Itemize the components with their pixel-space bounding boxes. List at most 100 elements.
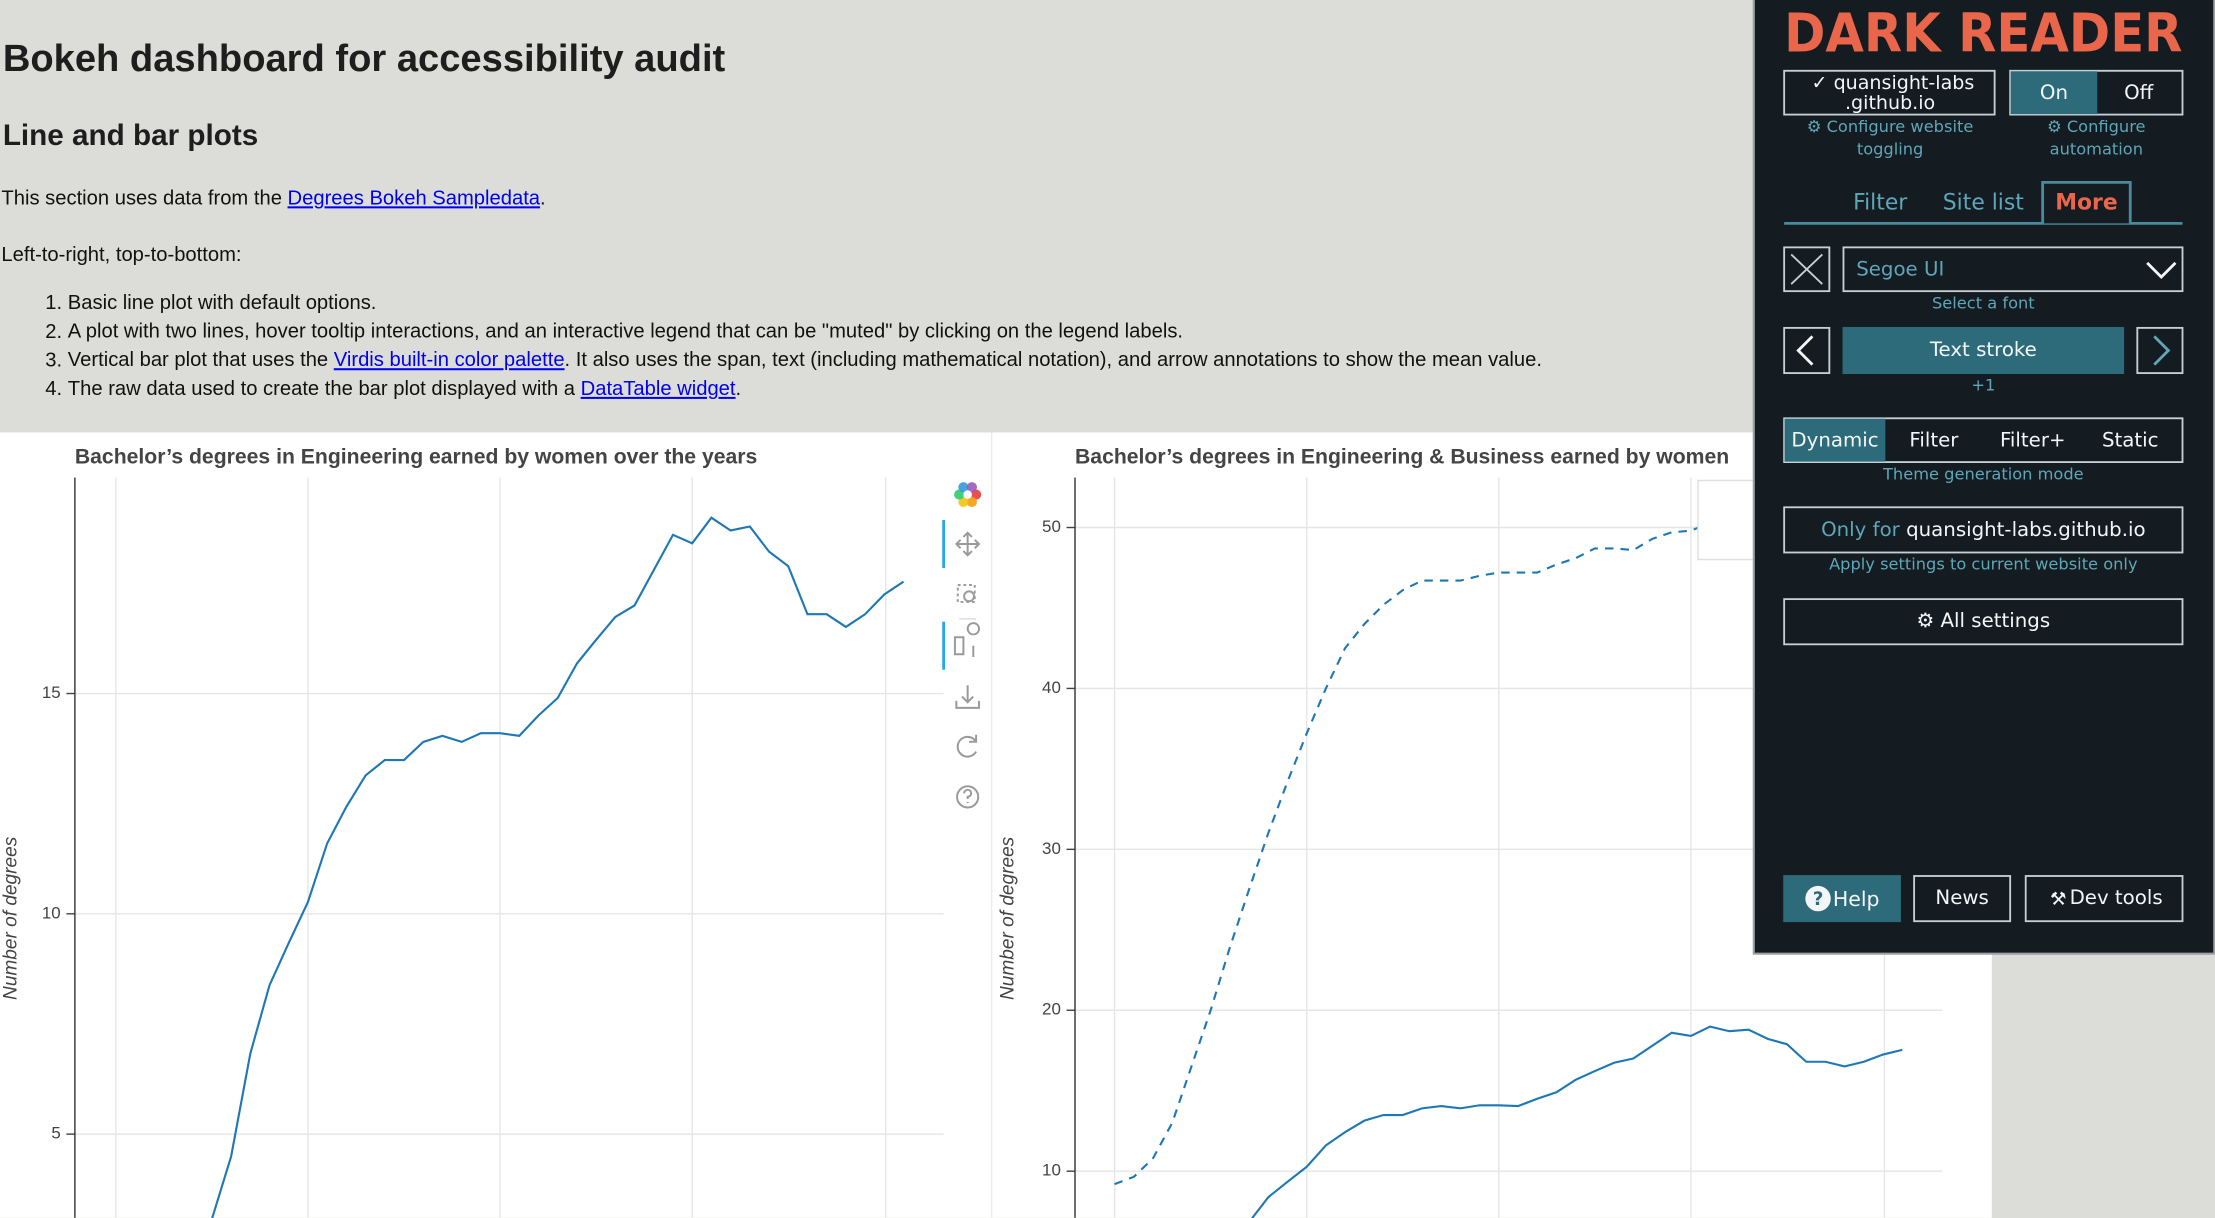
chevron-right (2153, 335, 2171, 366)
toolbar-logo (966, 482, 977, 493)
site-toggle-button[interactable] (1783, 69, 1996, 116)
text-run: A plot with two lines, hover tooltip int… (68, 321, 1183, 343)
mode-hint: Theme generation mode (1882, 464, 2084, 483)
chevron-left (1796, 335, 1814, 366)
decrease-button[interactable] (1783, 326, 1831, 375)
toolbar-logo-center (963, 490, 972, 499)
list-item: Vertical bar plot that uses the Virdis b… (68, 350, 1542, 372)
help-icon: ? (1813, 889, 1824, 910)
dev-tools-icon: ⚒ (2050, 889, 2066, 910)
on-label: On (2040, 81, 2068, 104)
on-button[interactable] (2010, 71, 2098, 115)
toolbar-logo (966, 496, 977, 508)
mode-selector (1783, 417, 2184, 464)
mode-option[interactable]: Static (2102, 428, 2159, 451)
tab[interactable]: Site list (1943, 191, 2025, 216)
tab[interactable]: More (2055, 191, 2117, 216)
only-for-site: quansight-labs.github.io (1906, 517, 2145, 540)
text-run: . (540, 188, 546, 210)
text-run: This section uses data from the (1, 188, 287, 210)
help-label: Help (1833, 887, 1880, 911)
all-settings-button[interactable] (1783, 598, 2184, 646)
data-line (1250, 1025, 1903, 1218)
intro-paragraph: This section uses data from the Degrees … (1, 188, 545, 210)
help-icon-circle (1805, 885, 1831, 912)
mode-option[interactable]: Filter+ (2000, 428, 2066, 451)
increase-button[interactable] (2136, 326, 2184, 375)
configure-auto-link: automation (2050, 139, 2143, 158)
list-marker: 4. (45, 378, 62, 400)
list-item: A plot with two lines, hover tooltip int… (68, 321, 1183, 343)
font-reset-button[interactable] (1783, 246, 1831, 293)
y-tick-label: 30 (1042, 839, 1061, 858)
wheel-zoom-tool[interactable] (953, 622, 980, 658)
y-tick-label: 20 (1042, 1000, 1061, 1019)
help-button[interactable] (1783, 875, 1901, 923)
text-stroke-hint: +1 (1971, 375, 1995, 394)
dark-reader-panel: DARK READER ✓ quansight-labs.github.io On O… (1752, 0, 2215, 955)
only-for-button[interactable] (1783, 506, 2184, 554)
toolbar-logo (954, 489, 965, 500)
text-run: Vertical bar plot that uses the (68, 350, 334, 372)
y-tick-label: 50 (1042, 517, 1061, 536)
mode-option[interactable]: Dynamic (1791, 428, 1878, 451)
link[interactable]: Degrees Bokeh Sampledata (288, 188, 541, 210)
order-note: Left-to-right, top-to-bottom: (1, 244, 241, 266)
active-tab-frame (2041, 180, 2132, 224)
panel-background (1752, 0, 2215, 955)
y-tick-label: 40 (1042, 678, 1061, 697)
tab[interactable]: Filter (1853, 191, 1907, 216)
link[interactable]: DataTable widget (581, 378, 736, 400)
chart-title: Bachelor’s degrees in Engineering earned… (75, 445, 757, 468)
site-name: .github.io (1845, 92, 1935, 114)
pan-tool[interactable] (954, 531, 981, 557)
configure-site-link: toggling (1857, 139, 1924, 158)
list-marker: 3. (45, 350, 62, 372)
on-off-toggle (2009, 69, 2184, 116)
text-run: . (736, 378, 742, 400)
y-tick-label: 5 (51, 1124, 60, 1143)
font-select[interactable] (1842, 246, 2184, 293)
chevron-down (2146, 261, 2177, 280)
help-tool[interactable] (956, 785, 980, 809)
list-marker: 1. (45, 292, 62, 314)
text-run: Basic line plot with default options. (68, 292, 377, 314)
text-stroke-label: Text stroke (1929, 338, 2037, 361)
page-title: Bokeh dashboard for accessibility audit (3, 37, 726, 80)
data-line (1114, 518, 1730, 1186)
section-title: Line and bar plots (3, 119, 258, 152)
text-run: The raw data used to create the bar plot… (68, 378, 581, 400)
only-for-hint: Apply settings to current website only (1829, 555, 2138, 574)
link[interactable]: Virdis built-in color palette (334, 350, 565, 372)
y-tick-label: 15 (42, 683, 61, 702)
data-line (211, 516, 905, 1218)
only-for-prefix: Only for (1821, 517, 1906, 540)
save-tool[interactable] (955, 685, 980, 709)
mode-option[interactable]: Filter (1909, 428, 1959, 451)
y-axis-label: Number of degrees (0, 836, 21, 1000)
reset-tool[interactable] (956, 734, 978, 758)
font-value: Segoe UI (1856, 257, 1944, 280)
site-name: ✓ quansight-labs (1812, 72, 1975, 94)
dev-tools-button[interactable] (2024, 875, 2184, 923)
y-tick-label: 10 (1042, 1161, 1061, 1180)
list-marker: 2. (45, 321, 62, 343)
toolbar-logo (971, 489, 982, 500)
all-settings-label: ⚙ All settings (1917, 609, 2051, 632)
font-hint: Select a font (1932, 293, 2035, 312)
news-label: News (1935, 886, 1988, 909)
text-run: . It also uses the span, text (including… (565, 350, 1542, 372)
y-axis-label: Number of degrees (998, 836, 1019, 1000)
text-stroke-button[interactable] (1842, 326, 2125, 375)
plots-background (0, 432, 1992, 1218)
y-tick-label: 10 (42, 903, 61, 922)
only-for-label: Only for quansight-labs.github.io (1821, 517, 2145, 540)
logo: DARK READER (1784, 2, 2182, 65)
mode-active (1784, 418, 1886, 462)
news-button[interactable] (1913, 875, 2012, 923)
chart-title: Bachelor’s degrees in Engineering & Busi… (1075, 445, 1729, 468)
x-icon (1790, 253, 1823, 285)
help-tool-mark (963, 788, 973, 803)
